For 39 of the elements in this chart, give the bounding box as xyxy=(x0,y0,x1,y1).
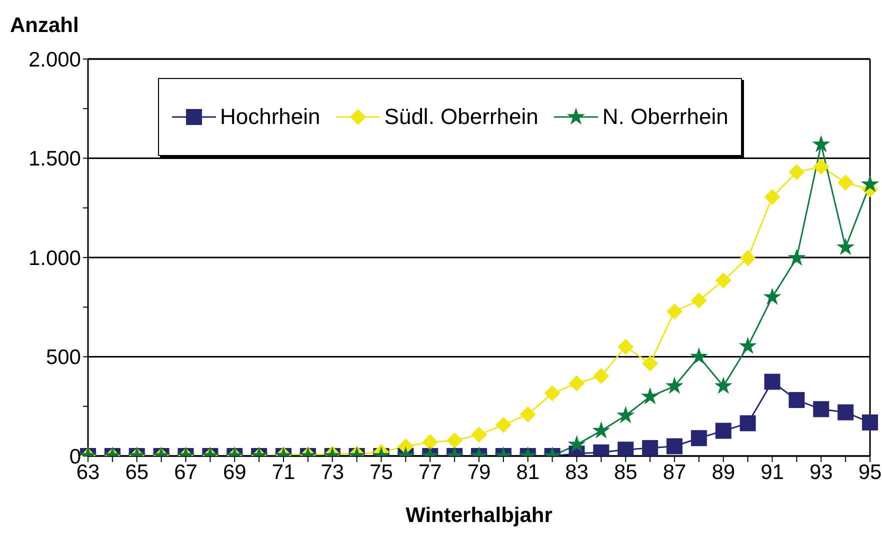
x-tick-label: 77 xyxy=(418,460,442,484)
legend-label: Südl. Oberrhein xyxy=(384,104,538,130)
legend-label: N. Oberrhein xyxy=(602,104,728,130)
x-tick-label: 71 xyxy=(272,460,296,484)
y-tick-label: 1.000 xyxy=(28,246,81,270)
x-axis-title: Winterhalbjahr xyxy=(406,504,552,527)
point xyxy=(763,288,782,305)
point xyxy=(836,238,855,256)
x-tick-label: 93 xyxy=(809,460,833,484)
x-tick-label: 85 xyxy=(614,460,638,484)
point xyxy=(838,174,854,191)
x-tick-label: 73 xyxy=(320,460,344,484)
x-tick-label: 89 xyxy=(712,460,736,484)
x-tick-label: 91 xyxy=(760,460,784,484)
point xyxy=(740,250,756,266)
x-tick-label: 81 xyxy=(516,460,540,484)
x-tick-label: 67 xyxy=(174,460,198,484)
y-tick-label: 1.500 xyxy=(28,148,81,171)
point xyxy=(690,347,708,364)
point xyxy=(813,158,830,175)
point xyxy=(738,336,757,354)
x-tick-label: 79 xyxy=(467,460,491,484)
x-tick-label: 69 xyxy=(222,460,246,484)
point xyxy=(788,248,806,266)
x-tick-label: 83 xyxy=(565,460,588,484)
point xyxy=(666,303,682,320)
x-tick-label: 75 xyxy=(370,460,393,484)
point xyxy=(788,164,805,180)
point xyxy=(764,188,780,205)
x-tick-label: 87 xyxy=(662,460,686,484)
point xyxy=(715,272,732,289)
x-tick-label: 95 xyxy=(858,460,882,484)
point xyxy=(690,292,707,308)
y-tick-label: 500 xyxy=(46,346,81,370)
point xyxy=(860,174,880,192)
legend-label: Hochrhein xyxy=(220,104,320,130)
x-tick-label: 65 xyxy=(125,460,149,484)
y-tick-label: 2.000 xyxy=(28,48,81,72)
y-axis-title: Anzahl xyxy=(10,14,79,38)
